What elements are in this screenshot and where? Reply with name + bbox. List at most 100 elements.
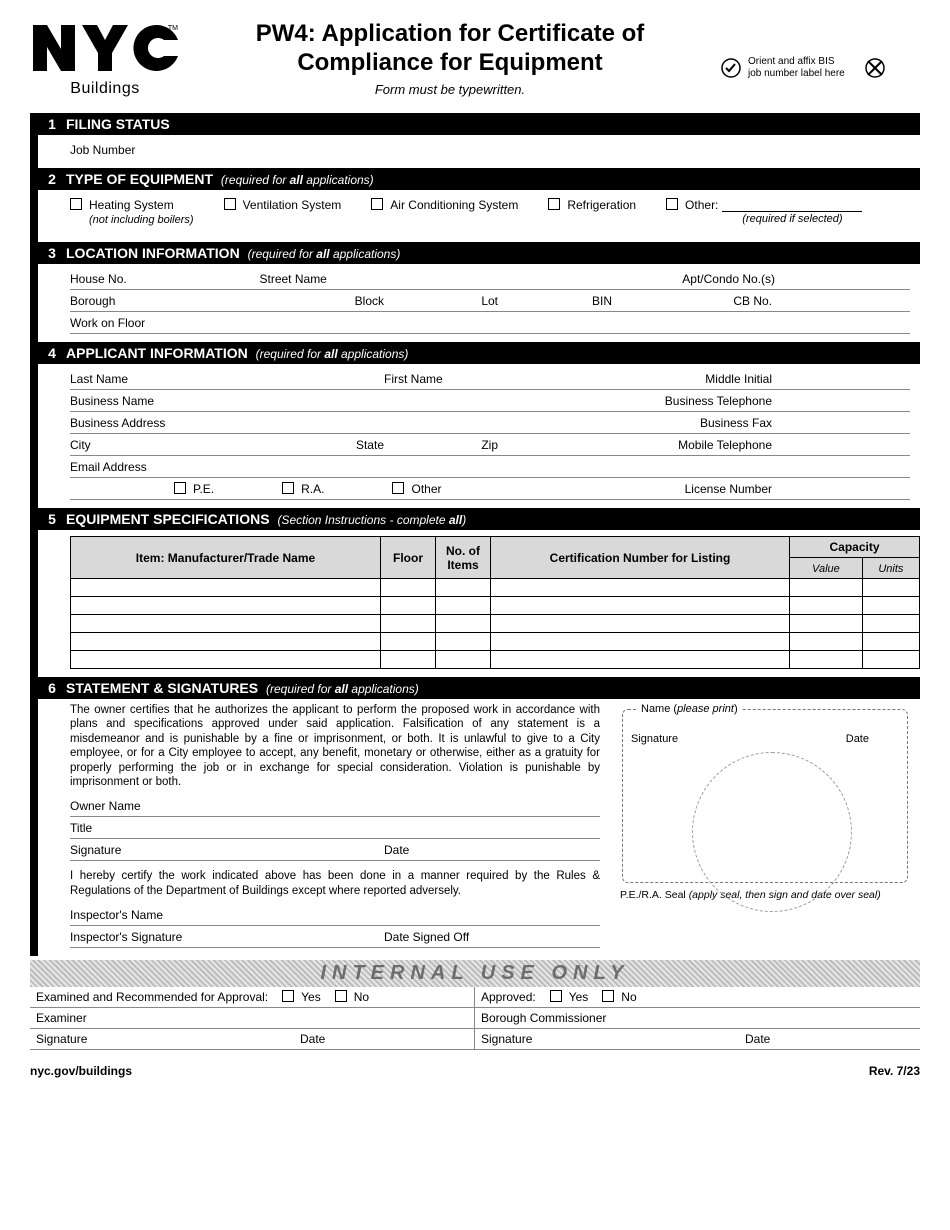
approved-label: Approved: [481, 990, 536, 1004]
biz-tel-label: Business Telephone [665, 394, 772, 408]
col-floor: Floor [381, 537, 436, 579]
footer-rev: Rev. 7/23 [869, 1064, 920, 1078]
title-label: Title [70, 821, 92, 835]
section-6-right: Name (please print) Signature Date P.E./… [620, 703, 910, 948]
nyc-logo-icon: TM [30, 20, 180, 78]
email-label: Email Address [70, 460, 147, 474]
inspector-name-label: Inspector's Name [70, 908, 163, 922]
section-3-body: House No. Street Name Apt/Condo No.(s) B… [30, 264, 920, 342]
checkbox-approved-no[interactable]: No [602, 990, 636, 1004]
block-label: Block [264, 294, 384, 308]
form-title: PW4: Application for Certificate of Comp… [200, 20, 700, 78]
section-1-bar: 1 FILING STATUS [30, 113, 920, 135]
checkbox-examined-no[interactable]: No [335, 990, 369, 1004]
owner-name-label: Owner Name [70, 799, 141, 813]
owner-sig-label: Signature [70, 843, 370, 857]
examiner-label: Examiner [36, 1011, 87, 1025]
section-5-body: Item: Manufacturer/Trade Name Floor No. … [30, 530, 920, 677]
col-item: Item: Manufacturer/Trade Name [71, 537, 381, 579]
col-value: Value [812, 563, 840, 575]
logo-caption: Buildings [30, 80, 180, 98]
table-row[interactable] [71, 633, 920, 651]
biz-name-label: Business Name [70, 394, 470, 408]
apt-label: Apt/Condo No.(s) [580, 272, 775, 286]
iu-sig-label-r: Signature [481, 1032, 731, 1046]
checkbox-approved-yes[interactable]: Yes [550, 990, 589, 1004]
license-label: License Number [685, 482, 772, 496]
section-6-bar: 6 STATEMENT & SIGNATURES (required for a… [30, 677, 920, 699]
checkbox-ac[interactable]: Air Conditioning System [371, 198, 518, 212]
biz-fax-label: Business Fax [700, 416, 772, 430]
inspector-cert-text: I hereby certify the work indicated abov… [70, 869, 600, 898]
owner-cert-text: The owner certifies that he authorizes t… [70, 703, 600, 789]
zip-label: Zip [398, 438, 498, 452]
inspector-sig-label: Inspector's Signature [70, 930, 370, 944]
checkbox-other-lic[interactable]: Other [392, 482, 441, 496]
job-number-label: Job Number [70, 143, 135, 157]
city-label: City [70, 438, 270, 452]
seal-date-label: Date [846, 733, 869, 745]
other-input-line[interactable] [722, 198, 862, 212]
section-4-bar: 4 APPLICANT INFORMATION (required for al… [30, 342, 920, 364]
lot-label: Lot [398, 294, 498, 308]
iu-date-label-r: Date [745, 1032, 770, 1046]
mi-label: Middle Initial [705, 372, 772, 386]
affix-text: Orient and affix BIS job number label he… [748, 56, 858, 80]
form-subtitle: Form must be typewritten. [200, 82, 700, 97]
iu-date-label-l: Date [300, 1032, 325, 1046]
section-2-body: Heating System (not including boilers) V… [30, 190, 920, 242]
seal-box: Name (please print) Signature Date [622, 703, 908, 883]
last-name-label: Last Name [70, 372, 370, 386]
date-signed-label: Date Signed Off [384, 930, 469, 944]
section-4-body: Last Name First Name Middle Initial Busi… [30, 364, 920, 508]
col-units: Units [878, 563, 903, 575]
checkbox-heating[interactable]: Heating System (not including boilers) [70, 198, 194, 226]
table-row[interactable] [71, 579, 920, 597]
col-noitems: No. of Items [436, 537, 491, 579]
borough-comm-label: Borough Commissioner [481, 1011, 606, 1025]
mobile-label: Mobile Telephone [678, 438, 772, 452]
col-capacity: Capacity [790, 537, 920, 558]
work-floor-label: Work on Floor [70, 316, 145, 330]
owner-date-label: Date [384, 843, 409, 857]
check-circle-icon [720, 57, 742, 79]
equipment-table: Item: Manufacturer/Trade Name Floor No. … [70, 536, 920, 669]
footer: nyc.gov/buildings Rev. 7/23 [30, 1064, 920, 1078]
checkbox-other[interactable]: Other: (required if selected) [666, 198, 862, 225]
title-block: PW4: Application for Certificate of Comp… [200, 20, 700, 97]
checkbox-ra[interactable]: R.A. [282, 482, 324, 496]
table-row[interactable] [71, 651, 920, 669]
seal-circle-icon [692, 752, 852, 912]
cb-label: CB No. [652, 294, 772, 308]
state-label: State [284, 438, 384, 452]
section-3-bar: 3 LOCATION INFORMATION (required for all… [30, 242, 920, 264]
checkbox-refrigeration[interactable]: Refrigeration [548, 198, 636, 212]
svg-text:TM: TM [168, 25, 178, 32]
col-cert: Certification Number for Listing [491, 537, 790, 579]
logo-block: TM Buildings [30, 20, 180, 98]
seal-sig-label: Signature [631, 733, 678, 745]
examined-label: Examined and Recommended for Approval: [36, 990, 268, 1004]
internal-use-block: Examined and Recommended for Approval: Y… [30, 987, 920, 1050]
house-no-label: House No. [70, 272, 246, 286]
section-6-left: The owner certifies that he authorizes t… [70, 703, 600, 948]
section-2-bar: 2 TYPE OF EQUIPMENT (required for all ap… [30, 168, 920, 190]
checkbox-examined-yes[interactable]: Yes [282, 990, 321, 1004]
section-1-body: Job Number [30, 135, 920, 168]
target-x-icon [864, 57, 886, 79]
borough-label: Borough [70, 294, 250, 308]
section-5-bar: 5 EQUIPMENT SPECIFICATIONS (Section Inst… [30, 508, 920, 530]
affix-block: Orient and affix BIS job number label he… [720, 20, 920, 80]
equipment-table-body [71, 579, 920, 669]
header: TM Buildings PW4: Application for Certif… [30, 20, 920, 98]
checkbox-ventilation[interactable]: Ventilation System [224, 198, 342, 212]
bin-label: BIN [512, 294, 612, 308]
internal-use-banner: INTERNAL USE ONLY [30, 960, 920, 987]
street-label: Street Name [260, 272, 553, 286]
table-row[interactable] [71, 615, 920, 633]
biz-addr-label: Business Address [70, 416, 470, 430]
iu-sig-label-l: Signature [36, 1032, 286, 1046]
first-name-label: First Name [384, 372, 584, 386]
table-row[interactable] [71, 597, 920, 615]
checkbox-pe[interactable]: P.E. [174, 482, 214, 496]
